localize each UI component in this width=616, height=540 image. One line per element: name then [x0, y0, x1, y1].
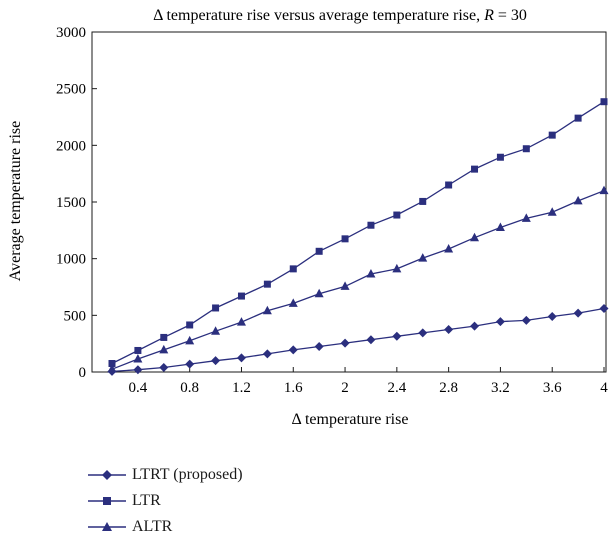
data-point-square	[134, 346, 142, 354]
data-point-diamond	[262, 349, 272, 359]
data-point-triangle	[107, 364, 117, 373]
data-point-triangle	[470, 232, 480, 242]
x-tick-label: 1.6	[284, 380, 303, 396]
data-point-diamond	[159, 362, 169, 372]
x-tick-label: 2	[341, 380, 349, 396]
x-tick-label: 2.4	[387, 380, 406, 396]
data-point-diamond	[495, 317, 505, 327]
data-point-diamond	[418, 328, 428, 338]
y-tick-label: 1500	[56, 195, 86, 211]
data-point-triangle	[547, 207, 557, 216]
data-point-triangle	[495, 222, 505, 231]
data-point-triangle	[392, 263, 402, 273]
data-point-triangle	[340, 281, 350, 290]
legend-label-ltr: LTR	[132, 492, 161, 509]
legend-item-altr: ALTR	[88, 514, 243, 540]
x-tick-label: 0.4	[129, 380, 148, 396]
x-tick-label: 4	[600, 380, 608, 396]
data-point-diamond	[470, 321, 480, 331]
series-line-2	[111, 190, 605, 370]
y-tick-label: 500	[64, 308, 87, 324]
legend-label-ltrt: LTRT (proposed)	[132, 466, 243, 483]
x-tick-label: 1.2	[232, 380, 251, 396]
data-point-diamond	[573, 308, 583, 318]
data-point-diamond	[314, 342, 324, 351]
data-point-square	[445, 181, 453, 189]
data-point-triangle	[211, 326, 221, 335]
data-point-diamond	[521, 315, 531, 325]
data-point-triangle	[185, 335, 195, 345]
chart-title: Δ temperature rise versus average temper…	[153, 7, 527, 24]
y-tick-label: 0	[79, 365, 87, 381]
data-point-square	[419, 197, 427, 205]
data-point-square	[496, 153, 504, 161]
legend-item-ltr: LTR	[88, 488, 243, 514]
data-point-diamond	[133, 365, 143, 375]
data-point-diamond	[599, 304, 609, 314]
data-point-diamond	[211, 356, 221, 366]
data-point-triangle	[521, 213, 531, 222]
y-tick-label: 2500	[56, 82, 86, 98]
y-tick-label: 3000	[56, 25, 86, 41]
x-tick-label: 0.8	[180, 380, 199, 396]
series-line-0	[111, 307, 605, 373]
data-point-square	[548, 131, 556, 139]
data-point-square	[367, 221, 375, 229]
x-axis-label: Δ temperature rise	[292, 411, 409, 428]
square-marker-icon	[88, 497, 126, 505]
data-point-diamond	[340, 338, 350, 348]
data-point-square	[471, 165, 479, 173]
data-point-diamond	[185, 359, 195, 369]
diamond-marker-icon	[88, 470, 126, 480]
x-tick-label: 2.8	[439, 380, 458, 396]
y-tick-label: 1000	[56, 252, 86, 268]
data-point-triangle	[236, 317, 246, 326]
data-point-square	[289, 265, 297, 273]
data-point-square	[263, 280, 271, 288]
data-point-square	[108, 360, 116, 367]
data-point-square	[186, 321, 194, 329]
data-point-square	[574, 114, 582, 122]
y-tick-label: 2000	[56, 138, 86, 154]
data-point-triangle	[573, 195, 583, 205]
data-point-square	[393, 211, 401, 219]
data-point-triangle	[366, 268, 376, 278]
data-point-square	[212, 304, 220, 312]
x-tick-label: 3.2	[491, 380, 510, 396]
data-point-triangle	[418, 253, 428, 262]
data-point-triangle	[159, 344, 169, 354]
data-point-triangle	[262, 305, 272, 315]
data-point-diamond	[444, 325, 454, 334]
data-point-diamond	[392, 331, 402, 341]
y-axis-label: Average temperature rise	[7, 121, 24, 282]
legend: LTRT (proposed) LTR ALTR	[88, 462, 243, 540]
data-point-square	[600, 98, 608, 106]
x-tick-label: 3.6	[543, 380, 562, 396]
data-point-square	[315, 247, 323, 255]
triangle-marker-icon	[88, 522, 126, 531]
data-point-square	[237, 292, 245, 300]
data-point-square	[522, 145, 530, 153]
data-point-triangle	[599, 185, 609, 195]
legend-item-ltrt: LTRT (proposed)	[88, 462, 243, 488]
series-line-1	[111, 101, 605, 365]
data-point-triangle	[314, 288, 324, 298]
data-point-triangle	[133, 353, 143, 363]
data-point-triangle	[444, 244, 454, 253]
data-point-square	[160, 333, 168, 341]
data-point-diamond	[366, 335, 376, 345]
data-point-square	[341, 235, 349, 243]
legend-label-altr: ALTR	[132, 518, 173, 535]
data-point-diamond	[547, 311, 557, 321]
data-point-diamond	[288, 345, 298, 355]
data-point-triangle	[288, 298, 298, 307]
data-point-diamond	[236, 353, 246, 363]
